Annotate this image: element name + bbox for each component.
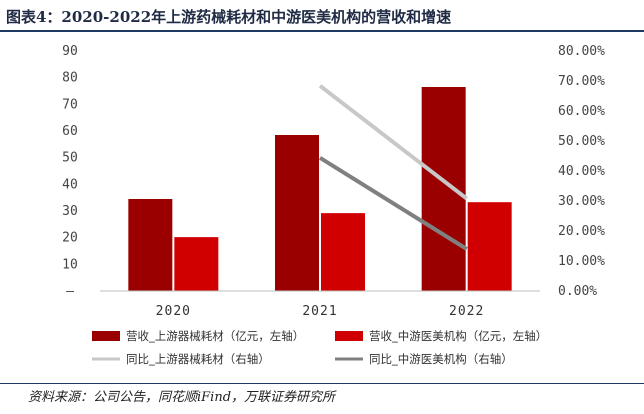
right-tick-label: 20.00%	[558, 224, 605, 239]
bar-series1-2020	[128, 199, 173, 291]
x-tick-label: 2020	[156, 304, 191, 319]
right-tick-label: 40.00%	[558, 164, 605, 179]
legend-swatch	[92, 331, 120, 341]
chart-title: 图表4：2020-2022年上游药械耗材和中游医美机构的营收和增速	[6, 8, 452, 26]
right-tick-label: 70.00%	[558, 74, 605, 89]
right-tick-label: 60.00%	[558, 104, 605, 119]
line-series2	[318, 156, 468, 251]
bar-series2-2021	[321, 213, 365, 291]
bar-series2-2022	[467, 202, 512, 291]
right-tick-label: 30.00%	[558, 194, 605, 209]
left-tick-label: 90	[62, 44, 78, 59]
left-tick-label: 40	[62, 177, 78, 192]
right-tick-label: 0.00%	[558, 284, 597, 299]
legend-label: 同比_上游器械耗材（右轴）	[126, 352, 270, 366]
legend-swatch	[335, 331, 363, 341]
legend-label: 营收_上游器械耗材（亿元，左轴）	[126, 329, 304, 343]
legend-item: 同比_中游医美机构（右轴）	[335, 352, 513, 366]
legend-item: 营收_上游器械耗材（亿元，左轴）	[92, 329, 304, 343]
source-note: 资料来源：公司公告，同花顺iFind，万联证券研究所	[28, 390, 336, 405]
title-divider	[0, 30, 644, 32]
chart-area: — 10 20 30 40 50 60 70 80 90 0.00% 10.00% 20.00% 30.…	[62, 44, 605, 366]
bar-series2-2020	[174, 237, 219, 291]
left-tick-label: 30	[62, 204, 78, 219]
source-divider	[0, 383, 644, 384]
right-tick-label: 80.00%	[558, 44, 605, 59]
legend-item: 营收_中游医美机构（亿元，左轴）	[335, 329, 547, 343]
x-tick-label: 2021	[302, 304, 337, 319]
left-tick-label: 50	[62, 151, 78, 166]
left-tick-label: 20	[62, 231, 78, 246]
x-tick-label: 2022	[449, 304, 484, 319]
right-tick-label: 10.00%	[558, 254, 605, 269]
left-tick-label: 80	[62, 71, 78, 86]
bar-series1-2021	[275, 135, 319, 291]
legend-item: 同比_上游器械耗材（右轴）	[92, 352, 270, 366]
left-tick-label: —	[66, 284, 74, 299]
legend-label: 营收_中游医美机构（亿元，左轴）	[369, 329, 547, 343]
right-tick-label: 50.00%	[558, 134, 605, 149]
line-series1	[318, 84, 468, 201]
left-tick-label: 10	[62, 257, 78, 272]
legend-label: 同比_中游医美机构（右轴）	[369, 352, 513, 366]
bar-series1-2022	[421, 87, 466, 291]
left-tick-label: 60	[62, 124, 78, 139]
left-tick-label: 70	[62, 97, 78, 112]
